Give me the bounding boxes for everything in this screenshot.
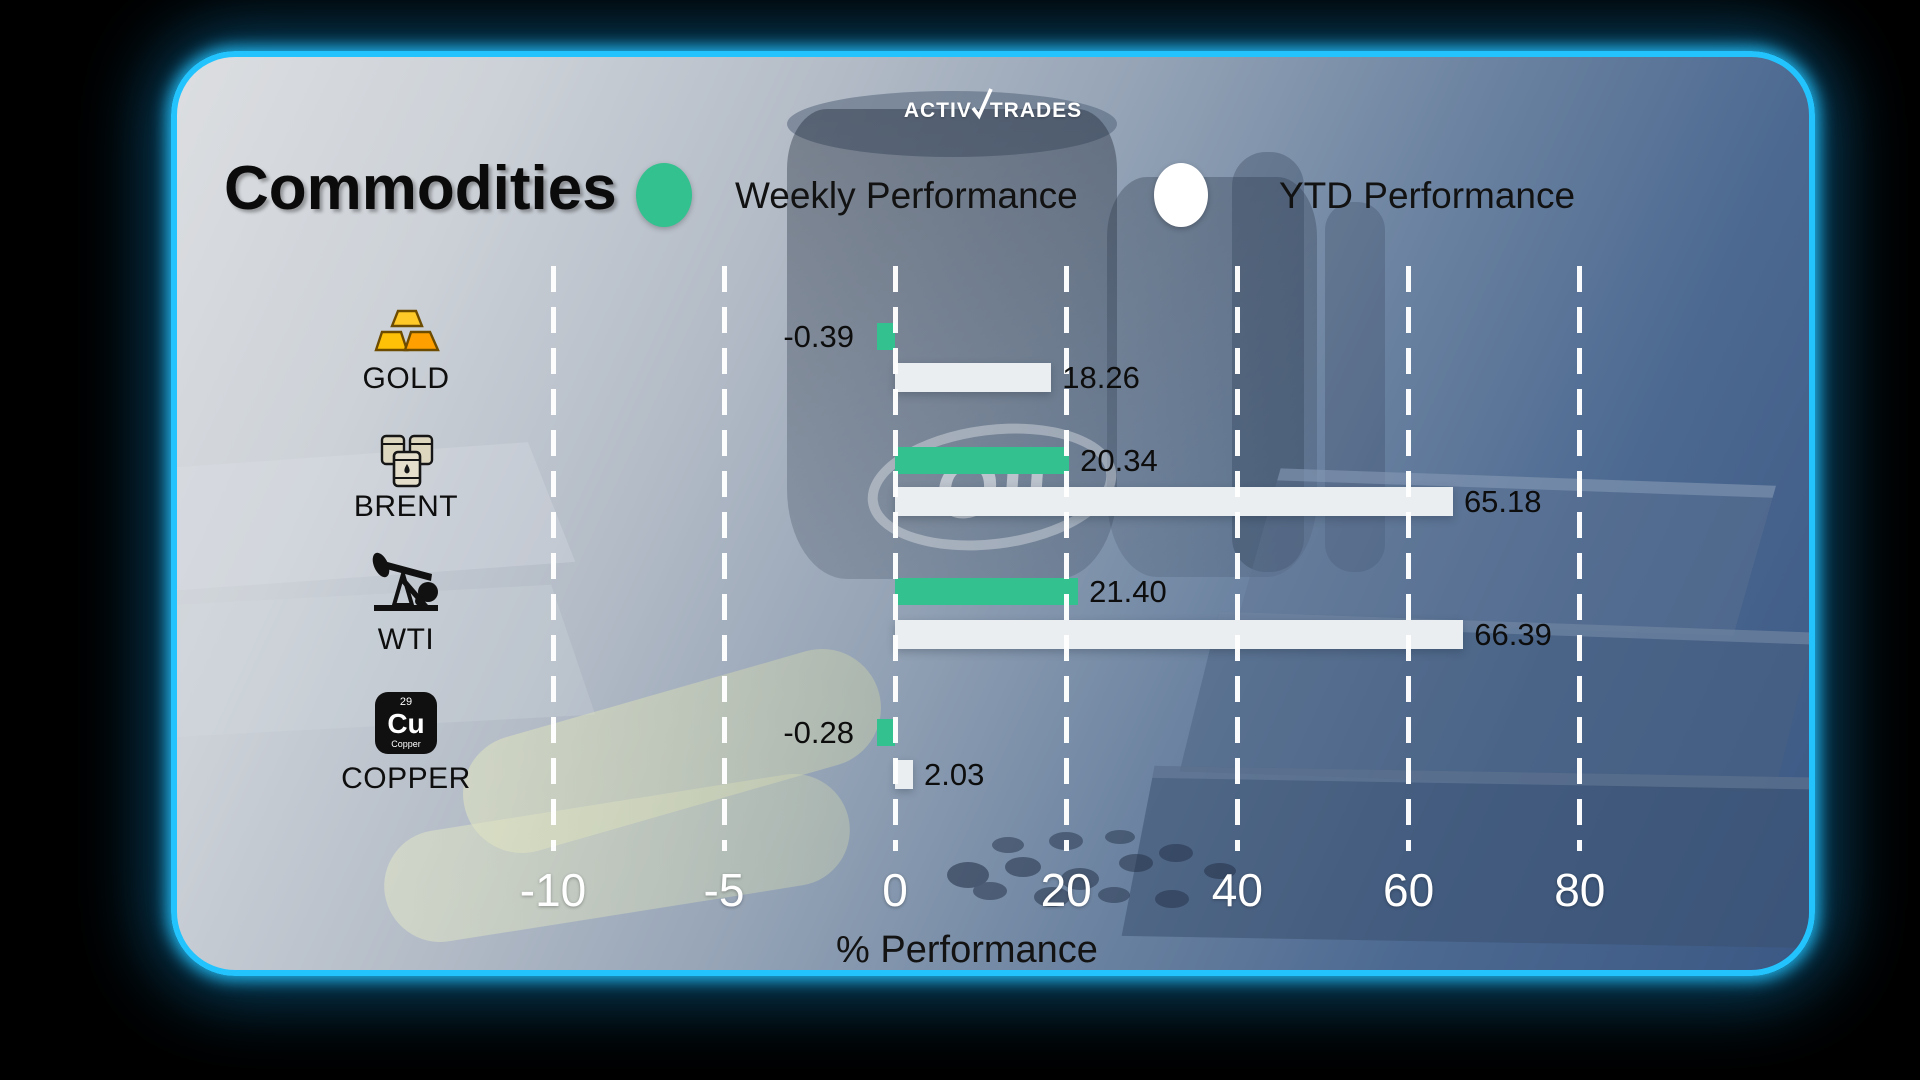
bar-value-label: 65.18	[1463, 483, 1542, 519]
weekly-bar-wti	[895, 578, 1079, 605]
bar-value-label: -0.39	[783, 318, 854, 354]
copper-atomic-number: 29	[399, 696, 413, 708]
oil-pump-icon	[372, 552, 438, 611]
commodities-card: Oil ActivTrades Commodities Weekly Perfo…	[171, 51, 1815, 976]
category-label-wti: WTI	[377, 623, 435, 656]
category-label-gold: GOLD	[362, 362, 450, 395]
gridline-60	[1406, 266, 1412, 851]
bar-value-label: 18.26	[1062, 359, 1140, 395]
copper-symbol: Cu	[387, 708, 425, 739]
logo-text-activ: Activ	[903, 91, 972, 124]
gridline-20	[1063, 266, 1069, 851]
ytd-bar-wti	[895, 620, 1464, 649]
x-tick-label: -10	[519, 864, 587, 916]
gridline-0	[892, 266, 898, 851]
bar-value-label: -0.28	[783, 714, 854, 750]
legend-swatch-ytd	[1154, 163, 1208, 227]
gold-bars-icon	[374, 309, 440, 352]
bar-value-label: 20.34	[1080, 442, 1158, 478]
gridline-40	[1234, 266, 1240, 851]
x-tick-label: 40	[1211, 864, 1263, 916]
page-title: Commodities	[224, 154, 617, 223]
x-tick-label: 80	[1554, 864, 1606, 916]
ytd-bar-gold	[895, 363, 1052, 392]
category-icon-gold	[374, 304, 440, 358]
category-label-brent: BRENT	[353, 490, 459, 523]
weekly-bar-brent	[895, 447, 1070, 474]
weekly-bar-gold	[877, 323, 895, 350]
x-tick-label: 0	[882, 864, 908, 916]
category-icon-copper: 29 Cu Copper	[375, 692, 437, 754]
gridline-80	[1577, 266, 1583, 851]
x-axis-label: % Performance	[836, 929, 1098, 971]
legend-label-weekly: Weekly Performance	[735, 175, 1078, 216]
activtrades-logo: Activ Trades	[177, 87, 1809, 131]
category-icon-brent	[374, 430, 440, 490]
legend-label-ytd: YTD Performance	[1279, 175, 1576, 216]
bar-value-label: 2.03	[924, 756, 985, 792]
bar-value-label: 21.40	[1089, 573, 1167, 609]
legend-swatch-weekly	[636, 163, 692, 227]
gridline--10	[550, 266, 556, 851]
gridline--5	[721, 266, 727, 851]
x-tick-label: 20	[1040, 864, 1092, 916]
bar-value-label: 66.39	[1474, 616, 1552, 652]
oil-barrels-icon	[380, 434, 434, 488]
ytd-bar-brent	[895, 487, 1453, 516]
x-tick-label: -5	[703, 864, 745, 916]
ytd-bar-copper	[895, 760, 913, 789]
category-label-copper: COPPER	[341, 762, 471, 795]
copper-element-icon: 29 Cu Copper	[375, 692, 437, 754]
logo-text-trades: Trades	[989, 91, 1083, 124]
category-icon-wti	[370, 549, 444, 613]
copper-name: Copper	[391, 739, 421, 749]
x-tick-label: 60	[1383, 864, 1435, 916]
